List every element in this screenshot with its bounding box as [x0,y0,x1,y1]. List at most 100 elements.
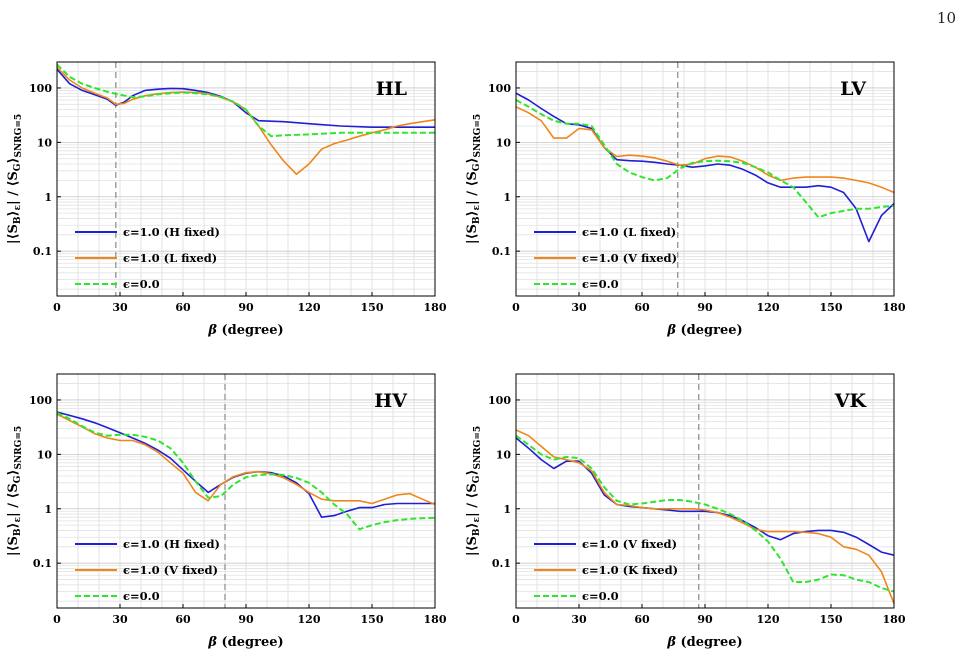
x-ticks: 0 30 60 90 120 150 180 [53,604,447,626]
x-tick-label: 30 [571,301,587,314]
x-tick-label: 60 [175,301,191,314]
y-ticks: 0.1 1 10 100 [29,82,61,258]
series-line-1 [516,437,894,556]
y-tick-label: 10 [37,136,53,149]
x-tick-label: 0 [53,301,61,314]
grid [515,61,895,296]
y-tick-label: 0.1 [492,245,511,258]
y-ticks: 0.1 1 10 100 [488,82,520,258]
x-tick-label: 90 [238,301,254,314]
panel-label: HL [376,78,407,100]
x-tick-label: 30 [571,613,587,626]
legend-entry: ϵ=1.0 (V fixed) [582,251,677,265]
legend-entry: ϵ=0.0 [123,589,160,603]
legend-entry: ϵ=0.0 [582,589,619,603]
x-ticks: 0 30 60 90 120 150 180 [512,604,906,626]
x-tick-label: 0 [512,613,520,626]
x-tick-label: 180 [424,613,447,626]
x-axis-label: β (degree) [207,635,283,650]
y-axis-label: |⟨SB⟩ε| / ⟨SG⟩SNRG=5 [6,426,24,556]
legend-entry: ϵ=1.0 (L fixed) [123,251,217,265]
y-tick-label: 10 [496,136,512,149]
x-tick-label: 30 [112,613,128,626]
series-line-3 [57,411,435,531]
y-tick-label: 0.1 [33,557,52,570]
y-tick-label: 100 [29,82,52,95]
legend-entry: ϵ=1.0 (V fixed) [123,563,218,577]
x-tick-label: 0 [53,613,61,626]
y-ticks: 0.1 1 10 100 [488,394,520,570]
series-line-3 [516,99,894,219]
y-tick-label: 0.1 [492,557,511,570]
series-line-1 [516,92,894,243]
series-group [516,92,894,243]
series-group [57,63,435,175]
series-line-1 [57,68,435,128]
legend-entry: ϵ=0.0 [123,277,160,291]
legend: ϵ=1.0 (H fixed) ϵ=1.0 (L fixed) ϵ=0.0 [75,225,220,291]
grid [515,373,895,608]
y-axis-label: |⟨SB⟩ε| / ⟨SG⟩SNRG=5 [465,114,483,244]
y-tick-label: 1 [503,503,511,516]
x-tick-label: 0 [512,301,520,314]
y-tick-label: 10 [37,448,53,461]
legend: ϵ=1.0 (L fixed) ϵ=1.0 (V fixed) ϵ=0.0 [534,225,677,291]
legend-entry: ϵ=0.0 [582,277,619,291]
legend-entry: ϵ=1.0 (K fixed) [582,563,678,577]
x-tick-label: 150 [820,613,843,626]
x-tick-label: 90 [697,301,713,314]
series-line-2 [57,413,435,506]
x-tick-label: 150 [820,301,843,314]
y-tick-label: 1 [44,503,52,516]
x-tick-label: 90 [697,613,713,626]
grid [56,61,436,296]
x-ticks: 0 30 60 90 120 150 180 [53,292,447,314]
panel-label: VK [834,390,868,412]
series-group [57,411,435,531]
series-line-2 [516,106,894,194]
x-tick-label: 180 [883,613,906,626]
x-tick-label: 150 [361,613,384,626]
series-group [516,429,894,604]
x-tick-label: 120 [757,301,780,314]
legend-entry: ϵ=1.0 (H fixed) [123,225,220,239]
legend: ϵ=1.0 (V fixed) ϵ=1.0 (K fixed) ϵ=0.0 [534,537,678,603]
panel-hl: 0 30 60 90 120 150 180 0.1 1 10 100 HL ϵ=1.0 (H fixe… [6,61,447,338]
series-line-3 [57,63,435,138]
y-tick-label: 1 [44,191,52,204]
x-axis-label: β (degree) [666,323,742,338]
panel-vk: 0 30 60 90 120 150 180 0.1 1 10 100 VK ϵ=1.0 (V fixe… [465,373,906,650]
panel-label: LV [840,78,867,100]
x-tick-label: 60 [634,613,650,626]
x-tick-label: 120 [298,301,321,314]
x-axis-label: β (degree) [666,635,742,650]
series-line-3 [516,434,894,593]
x-tick-label: 150 [361,301,384,314]
panel-hv: 0 30 60 90 120 150 180 0.1 1 10 100 HV ϵ=1.0 (H fixe… [6,373,447,650]
legend: ϵ=1.0 (H fixed) ϵ=1.0 (V fixed) ϵ=0.0 [75,537,220,603]
y-tick-label: 1 [503,191,511,204]
y-tick-label: 10 [496,448,512,461]
x-tick-label: 60 [634,301,650,314]
x-tick-label: 120 [757,613,780,626]
legend-entry: ϵ=1.0 (V fixed) [582,537,677,551]
x-tick-label: 90 [238,613,254,626]
series-line-2 [516,429,894,604]
x-ticks: 0 30 60 90 120 150 180 [512,292,906,314]
y-tick-label: 100 [488,394,511,407]
y-axis-label: |⟨SB⟩ε| / ⟨SG⟩SNRG=5 [6,114,24,244]
y-ticks: 0.1 1 10 100 [29,394,61,570]
x-tick-label: 120 [298,613,321,626]
legend-entry: ϵ=1.0 (L fixed) [582,225,676,239]
y-tick-label: 0.1 [33,245,52,258]
x-tick-label: 180 [424,301,447,314]
panel-lv: 0 30 60 90 120 150 180 0.1 1 10 100 LV ϵ=1.0 (L fixe… [465,61,906,338]
x-tick-label: 60 [175,613,191,626]
x-tick-label: 180 [883,301,906,314]
y-tick-label: 100 [488,82,511,95]
page-number: 10 [936,9,956,27]
x-axis-label: β (degree) [207,323,283,338]
y-tick-label: 100 [29,394,52,407]
y-axis-label: |⟨SB⟩ε| / ⟨SG⟩SNRG=5 [465,426,483,556]
